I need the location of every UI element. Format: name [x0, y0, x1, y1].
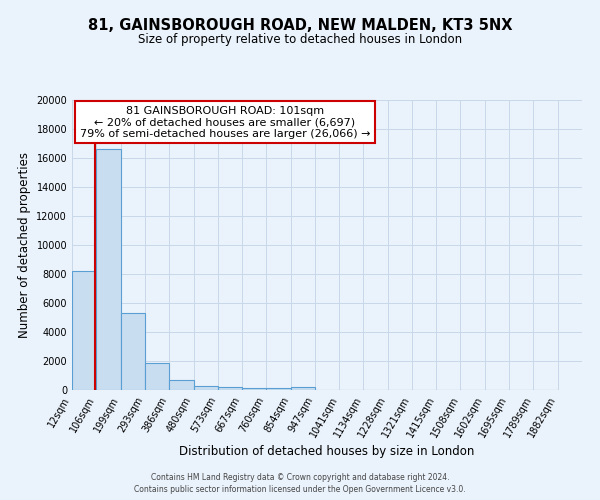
- Text: 81, GAINSBOROUGH ROAD, NEW MALDEN, KT3 5NX: 81, GAINSBOROUGH ROAD, NEW MALDEN, KT3 5…: [88, 18, 512, 32]
- Bar: [194, 386, 218, 390]
- Y-axis label: Number of detached properties: Number of detached properties: [18, 152, 31, 338]
- Bar: [145, 363, 169, 390]
- Bar: [169, 380, 194, 390]
- Bar: [242, 388, 266, 390]
- Bar: [218, 386, 242, 390]
- X-axis label: Distribution of detached houses by size in London: Distribution of detached houses by size …: [179, 445, 475, 458]
- Text: Contains HM Land Registry data © Crown copyright and database right 2024.: Contains HM Land Registry data © Crown c…: [151, 472, 449, 482]
- Text: Contains public sector information licensed under the Open Government Licence v3: Contains public sector information licen…: [134, 485, 466, 494]
- Text: Size of property relative to detached houses in London: Size of property relative to detached ho…: [138, 32, 462, 46]
- Bar: [290, 387, 315, 390]
- Bar: [266, 388, 290, 390]
- Bar: [121, 313, 145, 390]
- Bar: [72, 271, 97, 390]
- Bar: [97, 150, 121, 390]
- Text: 81 GAINSBOROUGH ROAD: 101sqm
← 20% of detached houses are smaller (6,697)
79% of: 81 GAINSBOROUGH ROAD: 101sqm ← 20% of de…: [80, 106, 370, 139]
